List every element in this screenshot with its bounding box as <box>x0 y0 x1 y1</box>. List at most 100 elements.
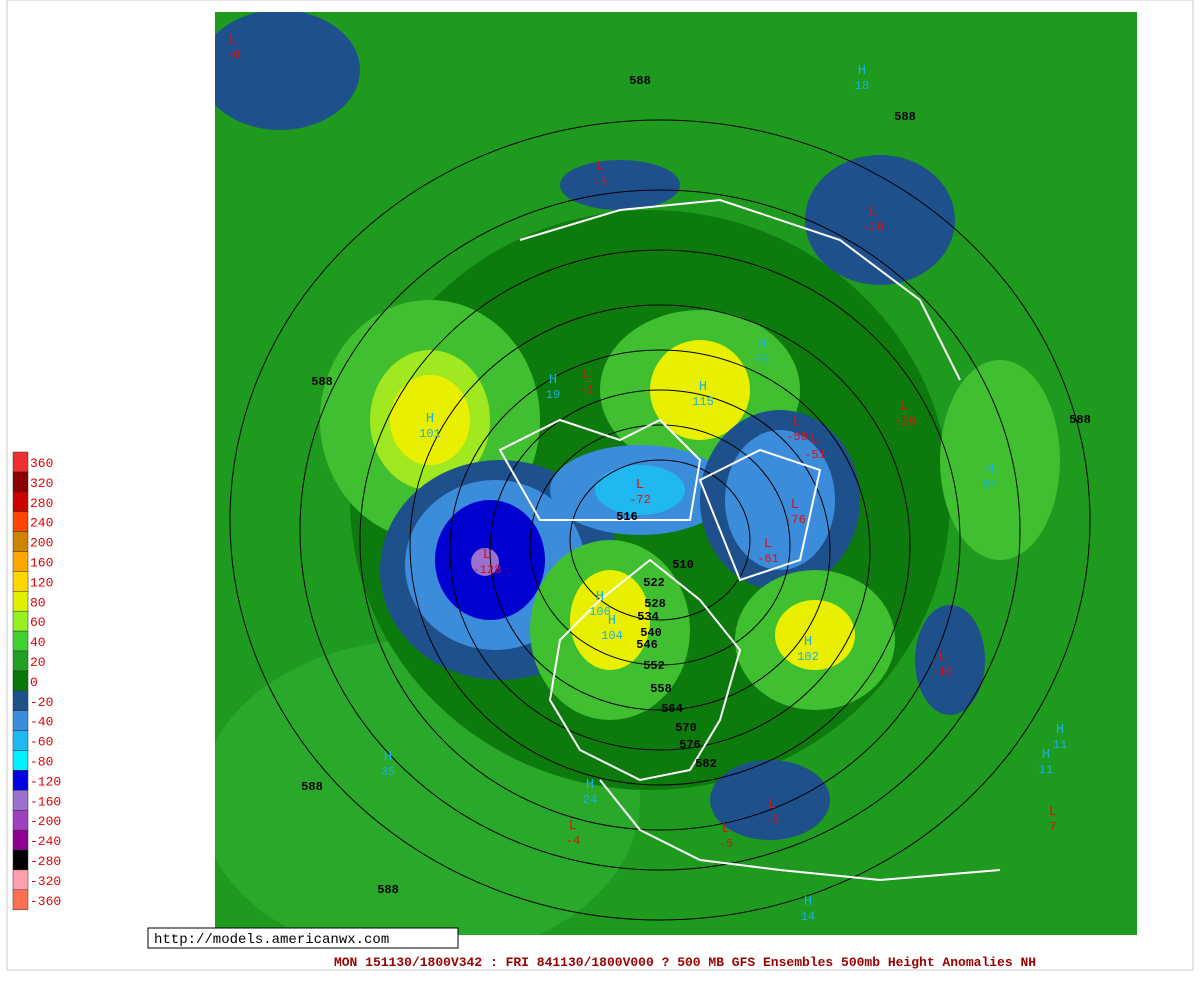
contour-label: 552 <box>643 659 665 673</box>
center-value: 101 <box>419 427 441 441</box>
center-type: H <box>1056 722 1064 738</box>
center-value: 106 <box>589 605 611 619</box>
legend-label: 20 <box>30 655 46 670</box>
center-value: 24 <box>583 793 597 807</box>
legend-label: -160 <box>30 794 61 809</box>
center-type: L <box>483 547 491 563</box>
center-type: L <box>636 477 644 493</box>
contour-label: 588 <box>311 375 333 389</box>
center-type: H <box>986 462 994 478</box>
legend-swatch <box>12 630 29 652</box>
center-value: -51 <box>804 448 826 462</box>
legend-swatch <box>12 571 29 592</box>
contour-label: 534 <box>637 610 659 624</box>
legend-swatch <box>12 710 29 731</box>
center-value: 7 <box>1049 820 1056 834</box>
center-value: 102 <box>797 650 819 664</box>
center-value: -29 <box>894 415 916 429</box>
center-type: L <box>901 399 909 415</box>
legend-label: -200 <box>30 814 61 829</box>
center-value: -5 <box>719 837 733 851</box>
center-type: H <box>804 634 812 650</box>
legend-swatch <box>12 451 29 473</box>
center-type: H <box>858 63 866 79</box>
legend-label: 320 <box>30 476 53 491</box>
center-value: 11 <box>1039 763 1053 777</box>
legend: 360320280240200160120806040200-20-40-60-… <box>12 451 61 911</box>
contour-label: 522 <box>643 576 665 590</box>
contour-label: 588 <box>377 883 399 897</box>
center-type: H <box>384 749 392 765</box>
contour-label: 588 <box>1069 413 1091 427</box>
legend-swatch <box>12 770 29 791</box>
legend-label: 160 <box>30 556 53 571</box>
contour-label: 516 <box>616 510 638 524</box>
legend-label: -280 <box>30 854 61 869</box>
legend-label: 240 <box>30 516 53 531</box>
legend-label: -240 <box>30 834 61 849</box>
legend-swatch <box>12 471 29 493</box>
legend-label: 200 <box>30 536 53 551</box>
center-type: H <box>426 411 434 427</box>
center-type: L <box>764 536 772 552</box>
center-type: L <box>722 821 730 837</box>
legend-label: -360 <box>30 894 61 909</box>
legend-swatch <box>12 730 29 751</box>
legend-label: -40 <box>30 715 53 730</box>
contour-label: 546 <box>636 638 658 652</box>
contour-label: 558 <box>650 682 672 696</box>
center-type: L <box>938 649 946 665</box>
map <box>215 12 1137 935</box>
legend-label: 120 <box>30 575 53 590</box>
center-value: -76 <box>784 513 806 527</box>
center-value: -1 <box>580 383 594 397</box>
center-type: L <box>791 497 799 513</box>
center-value: -8 <box>765 813 779 827</box>
legend-swatch <box>12 690 29 712</box>
center-value: -61 <box>757 552 779 566</box>
center-value: -50 <box>786 430 808 444</box>
legend-swatch <box>12 790 29 811</box>
contour-label: 588 <box>894 110 916 124</box>
legend-swatch <box>12 829 29 851</box>
legend-swatch <box>12 650 29 672</box>
center-type: L <box>229 32 237 48</box>
center-type: H <box>699 379 707 395</box>
center-value: -72 <box>629 493 651 507</box>
contour-label: 510 <box>672 558 694 572</box>
center-value: 57 <box>983 478 997 492</box>
legend-swatch <box>12 889 29 911</box>
contour-label: 540 <box>640 626 662 640</box>
center-type: H <box>586 777 594 793</box>
center-value: -4 <box>566 834 580 848</box>
center-value: -3 <box>593 175 607 189</box>
legend-label: 0 <box>30 675 38 690</box>
contour-label: 570 <box>675 721 697 735</box>
center-value: 18 <box>855 79 869 93</box>
url: http://models.americanwx.com <box>154 932 389 948</box>
center-type: L <box>811 432 819 448</box>
center-value: 11 <box>1053 738 1067 752</box>
center-value: 19 <box>546 388 560 402</box>
center-type: L <box>869 204 877 220</box>
legend-label: -320 <box>30 874 61 889</box>
center-type: H <box>758 337 766 353</box>
center-value: 76 <box>755 353 769 367</box>
center-type: L <box>569 818 577 834</box>
center-type: H <box>549 372 557 388</box>
center-value: -128 <box>473 563 502 577</box>
center-type: L <box>793 414 801 430</box>
legend-swatch <box>12 869 29 891</box>
center-type: H <box>804 894 812 910</box>
legend-swatch <box>12 750 29 771</box>
legend-swatch <box>12 849 29 871</box>
url-box <box>147 927 459 949</box>
contour-label: 582 <box>695 757 717 771</box>
center-type: L <box>583 367 591 383</box>
legend-label: 360 <box>30 456 53 471</box>
center-type: L <box>596 159 604 175</box>
legend-label: -80 <box>30 755 53 770</box>
